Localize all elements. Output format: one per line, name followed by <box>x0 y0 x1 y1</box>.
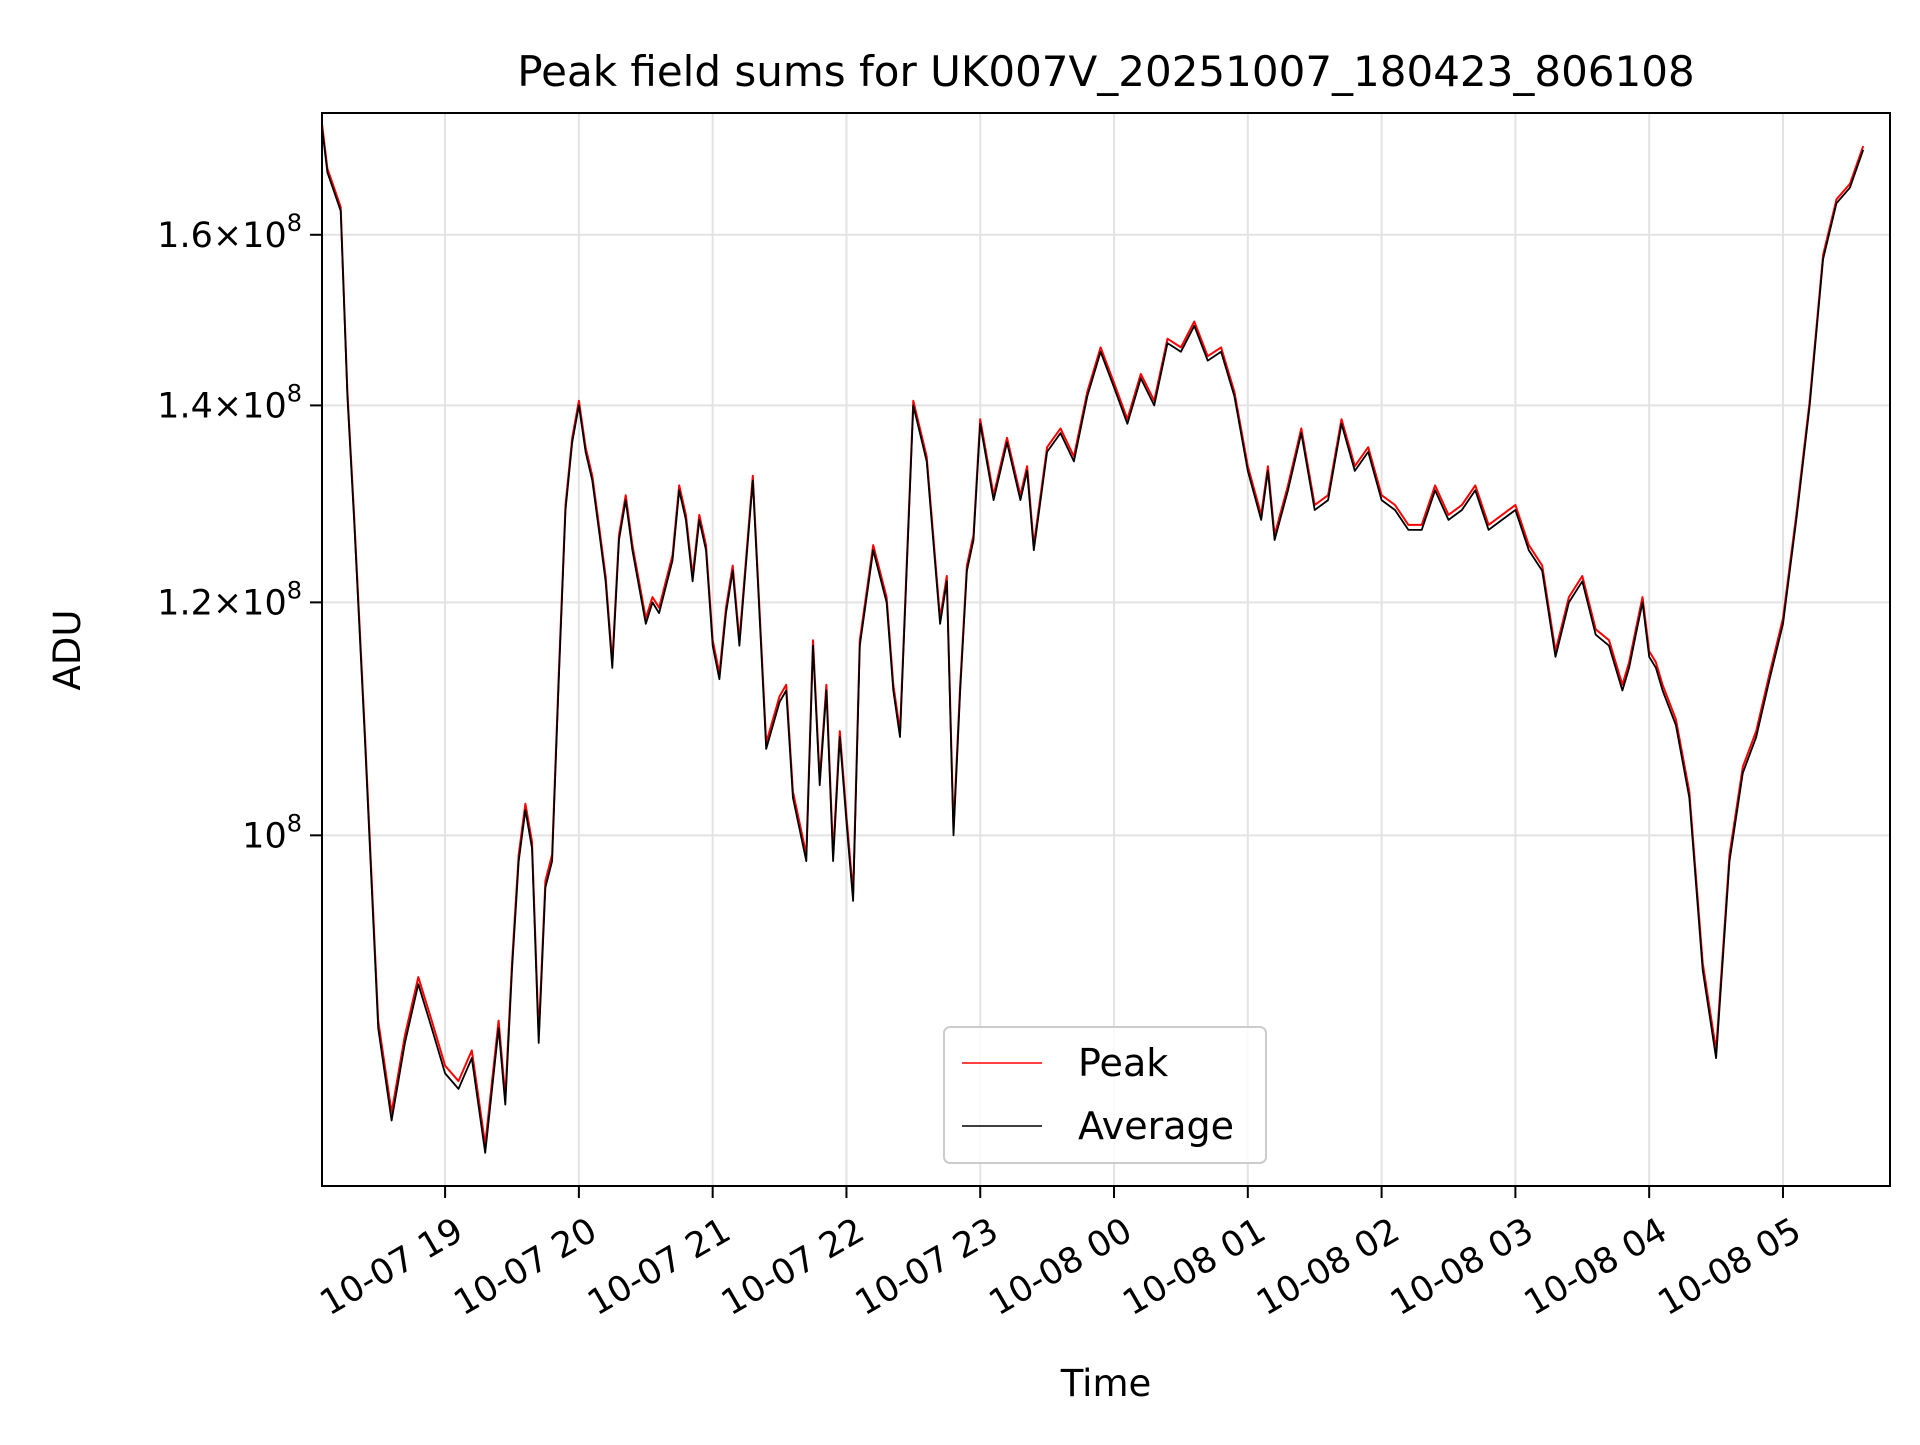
x-axis-label: Time <box>1060 1362 1152 1405</box>
legend-label-peak: Peak <box>1078 1041 1168 1085</box>
plot-frame <box>321 112 1891 1187</box>
y-axis-label: ADU <box>46 610 89 691</box>
y-tick-label: 1.2×108 <box>157 576 302 623</box>
y-tick-label: 1.6×108 <box>157 209 302 256</box>
y-tick-label: 108 <box>242 809 302 856</box>
legend: Peak Average <box>943 1026 1267 1164</box>
series-line-average <box>321 127 1865 1154</box>
chart-title: Peak field sums for UK007V_20251007_1804… <box>517 47 1694 96</box>
legend-label-average: Average <box>1078 1104 1234 1148</box>
y-tick-label: 1.4×108 <box>157 379 302 426</box>
legend-box <box>943 1026 1267 1164</box>
series-layer <box>321 123 1865 1154</box>
